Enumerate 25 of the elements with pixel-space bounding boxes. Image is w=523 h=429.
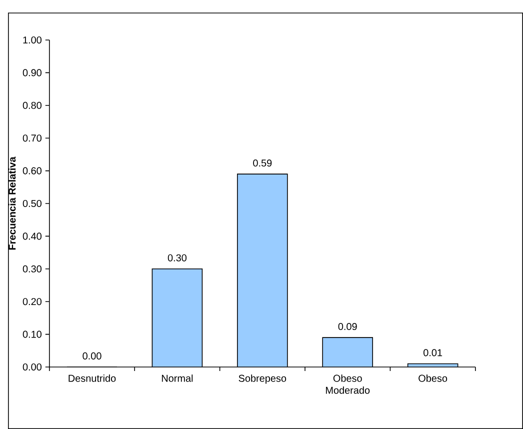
y-tick-label: 0.50 [22, 200, 42, 208]
data-label: 0.59 [253, 159, 272, 167]
bar [237, 174, 288, 367]
data-label: 0.01 [424, 349, 442, 356]
x-tick-label: Desnutrido [68, 374, 116, 382]
y-tick-label: 0.80 [22, 102, 42, 109]
data-label: 0.09 [338, 323, 357, 330]
bar [152, 268, 202, 367]
data-label: 0.00 [82, 352, 102, 360]
y-tick-label: 0.70 [22, 134, 42, 142]
y-axis-title: Frecuencia Relativa [8, 156, 16, 250]
y-tick-label: 0.10 [22, 330, 42, 338]
bar [322, 338, 373, 367]
y-tick-label: 0.00 [22, 363, 42, 371]
x-tick-label: Normal [162, 374, 193, 382]
x-tick-label: Obeso Moderado [326, 374, 370, 394]
y-tick-label: 0.30 [22, 265, 42, 272]
y-tick-label: 0.90 [22, 69, 42, 76]
x-tick-label: Sobrepeso [238, 374, 286, 384]
y-tick-label: 1.00 [23, 36, 42, 44]
y-tick-label: 0.20 [22, 298, 42, 306]
data-label: 0.30 [168, 254, 187, 262]
y-tick-label: 0.40 [22, 232, 42, 240]
x-tick-label: Obeso [418, 374, 448, 382]
y-tick-label: 0.60 [22, 167, 42, 174]
